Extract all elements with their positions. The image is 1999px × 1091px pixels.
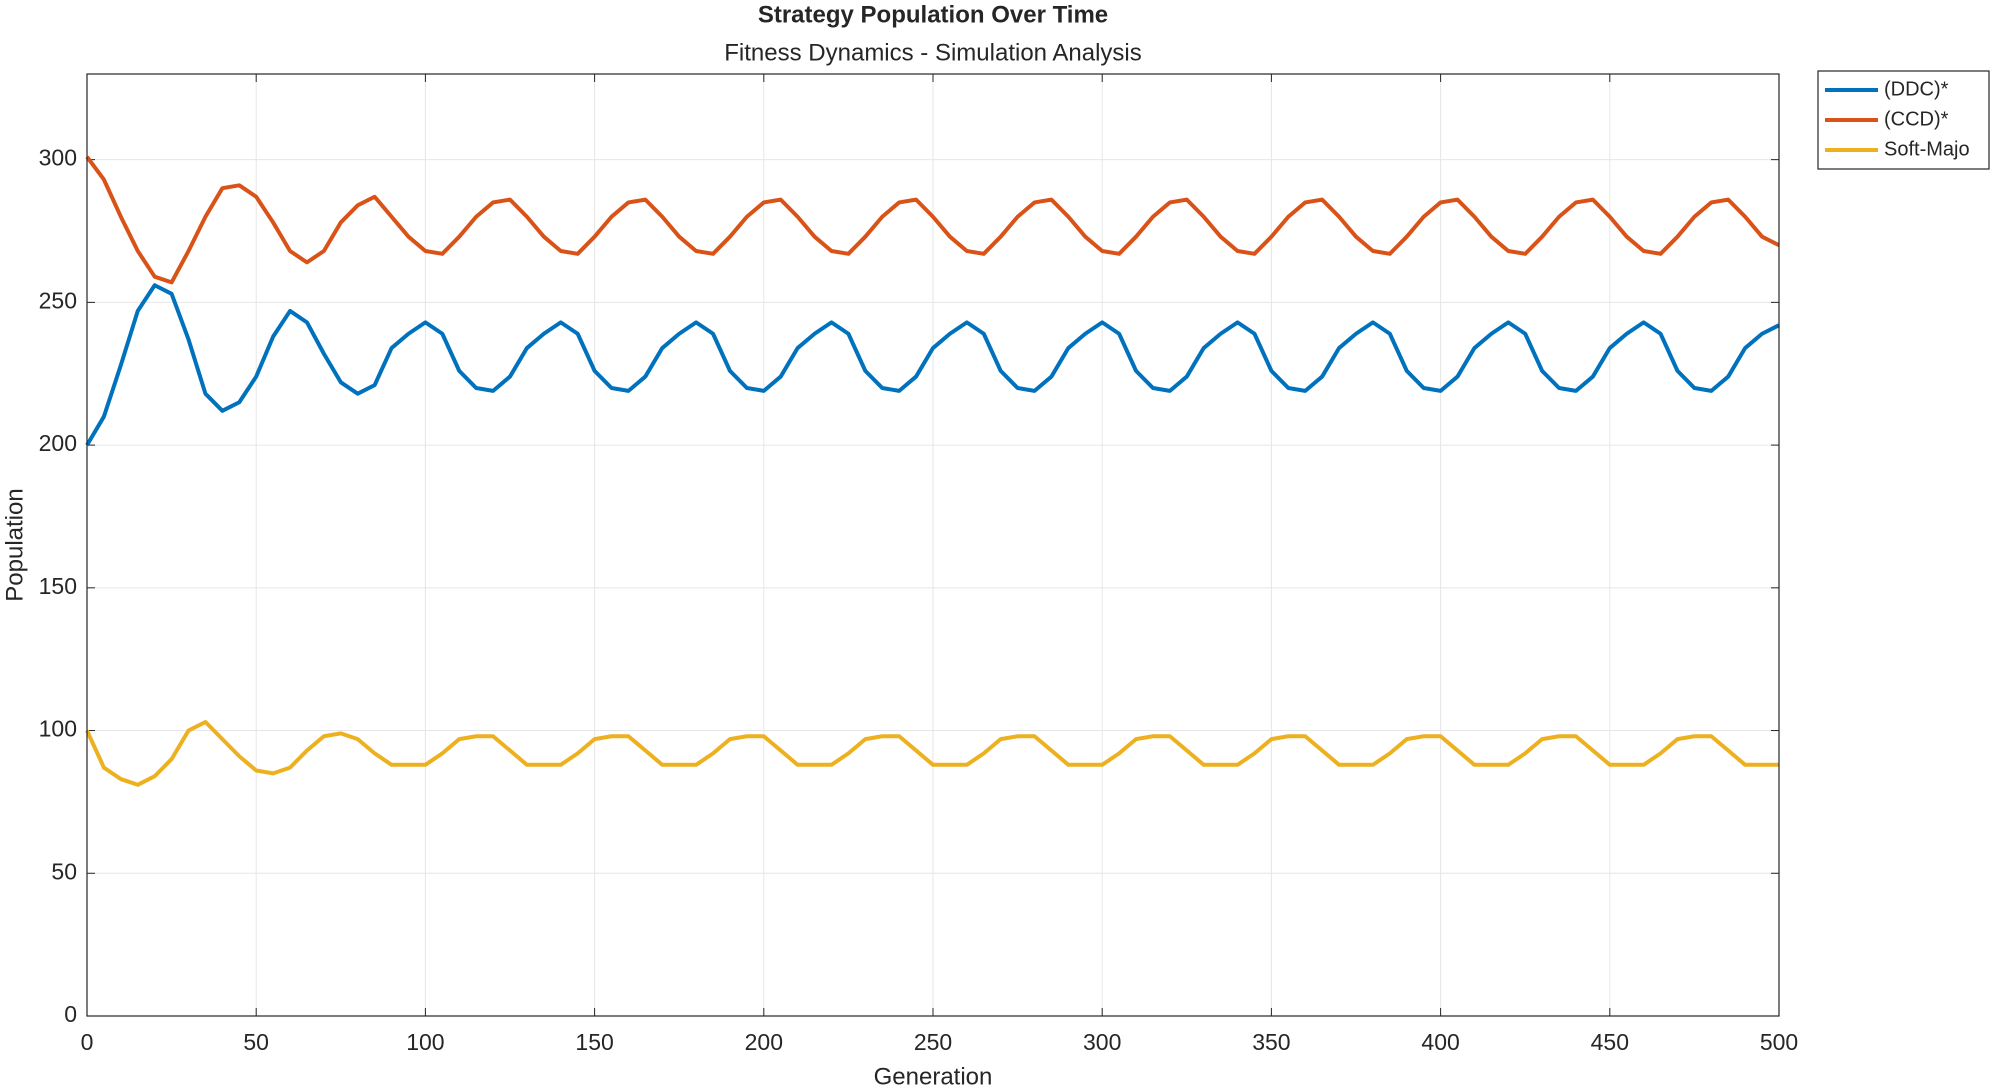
y-tick-label: 50 bbox=[51, 858, 77, 884]
x-axis-label: Generation bbox=[874, 1063, 993, 1090]
chart-subtitle: Fitness Dynamics - Simulation Analysis bbox=[724, 39, 1141, 66]
legend-label: Soft-Majo bbox=[1884, 138, 1970, 160]
x-tick-label: 500 bbox=[1760, 1029, 1798, 1055]
series-line bbox=[85, 719, 1779, 787]
x-tick-label: 0 bbox=[81, 1029, 94, 1055]
chart-title: Strategy Population Over Time bbox=[758, 1, 1108, 28]
y-tick-label: 0 bbox=[64, 1001, 77, 1027]
y-tick-label: 200 bbox=[39, 430, 77, 456]
legend-label: (DDC)* bbox=[1884, 78, 1949, 100]
x-tick-label: 250 bbox=[914, 1029, 952, 1055]
axes-box bbox=[86, 73, 1780, 1017]
x-tick-label: 450 bbox=[1591, 1029, 1629, 1055]
legend-label: (CCD)* bbox=[1884, 108, 1949, 130]
x-tick-label: 200 bbox=[745, 1029, 783, 1055]
x-tick-label: 150 bbox=[575, 1029, 613, 1055]
x-tick-label: 400 bbox=[1421, 1029, 1459, 1055]
x-tick-label: 350 bbox=[1252, 1029, 1290, 1055]
y-axis-label: Population bbox=[1, 488, 28, 601]
x-tick-label: 300 bbox=[1083, 1029, 1121, 1055]
y-tick-label: 100 bbox=[39, 716, 77, 742]
x-tick-label: 50 bbox=[243, 1029, 269, 1055]
y-tick-label: 300 bbox=[39, 145, 77, 171]
x-tick-label: 100 bbox=[406, 1029, 444, 1055]
series-line bbox=[85, 155, 1780, 285]
y-tick-label: 250 bbox=[39, 287, 77, 313]
y-tick-label: 150 bbox=[39, 573, 77, 599]
series-line bbox=[85, 283, 1780, 447]
